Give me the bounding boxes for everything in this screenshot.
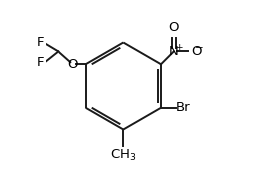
Text: Br: Br (176, 101, 191, 114)
Text: +: + (175, 43, 183, 52)
Text: O: O (68, 58, 78, 71)
Text: F: F (37, 56, 45, 69)
Text: N: N (169, 45, 179, 58)
Text: CH$_3$: CH$_3$ (110, 147, 137, 163)
Text: O: O (168, 21, 179, 34)
Text: F: F (37, 36, 45, 49)
Text: O: O (192, 45, 202, 58)
Text: −: − (195, 43, 204, 53)
